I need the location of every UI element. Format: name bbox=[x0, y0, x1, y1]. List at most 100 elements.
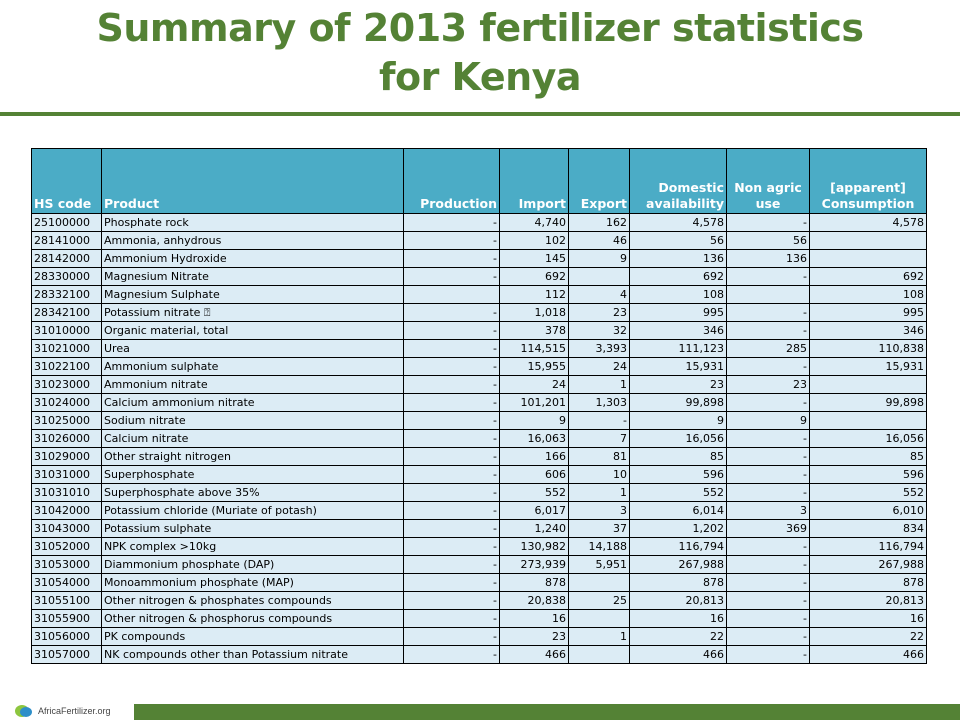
cell-domestic-availability: 596 bbox=[629, 465, 727, 484]
cell-production bbox=[403, 285, 500, 304]
cell-hs-code: 31052000 bbox=[31, 537, 102, 556]
cell-import: 466 bbox=[499, 645, 569, 664]
cell-export: 162 bbox=[568, 213, 630, 232]
cell-hs-code: 31055900 bbox=[31, 609, 102, 628]
cell-import: 16,063 bbox=[499, 429, 569, 448]
cell-domestic-availability: 552 bbox=[629, 483, 727, 502]
cell-hs-code: 31042000 bbox=[31, 501, 102, 520]
cell-production: - bbox=[403, 447, 500, 466]
cell-import: 273,939 bbox=[499, 555, 569, 574]
cell-production: - bbox=[403, 591, 500, 610]
cell-hs-code: 31026000 bbox=[31, 429, 102, 448]
header-product: Product bbox=[101, 148, 404, 214]
cell-domestic-availability: 16,056 bbox=[629, 429, 727, 448]
cell-import: 692 bbox=[499, 267, 569, 286]
cell-consumption: 16,056 bbox=[809, 429, 927, 448]
statistics-table-container: HS code Product Production Import Export… bbox=[31, 148, 927, 664]
table-row: 31026000 Calcium nitrate -16,063 7 16,056-16… bbox=[31, 429, 927, 448]
table-row: 31055100 Other nitrogen & phosphates comp… bbox=[31, 591, 927, 610]
cell-non-agric-use: - bbox=[726, 429, 810, 448]
cell-production: - bbox=[403, 321, 500, 340]
cell-non-agric-use bbox=[726, 285, 810, 304]
cell-hs-code: 31023000 bbox=[31, 375, 102, 394]
cell-product: NK compounds other than Potassium nitrat… bbox=[101, 645, 404, 664]
cell-export: 24 bbox=[568, 357, 630, 376]
title-line-1: Summary of 2013 fertilizer statistics bbox=[96, 6, 864, 50]
cell-export: 1 bbox=[568, 483, 630, 502]
cell-consumption: 878 bbox=[809, 573, 927, 592]
cell-hs-code: 28142000 bbox=[31, 249, 102, 268]
cell-export bbox=[568, 609, 630, 628]
cell-export: 14,188 bbox=[568, 537, 630, 556]
cell-consumption bbox=[809, 231, 927, 250]
table-row: 31053000 Diammonium phosphate (DAP) -273,9… bbox=[31, 555, 927, 574]
cell-production: - bbox=[403, 645, 500, 664]
cell-domestic-availability: 267,988 bbox=[629, 555, 727, 574]
cell-consumption: 466 bbox=[809, 645, 927, 664]
cell-non-agric-use: - bbox=[726, 393, 810, 412]
logo-text: AfricaFertilizer.org bbox=[38, 706, 111, 716]
cell-consumption: 995 bbox=[809, 303, 927, 322]
cell-non-agric-use: - bbox=[726, 591, 810, 610]
cell-production: - bbox=[403, 267, 500, 286]
cell-product: Other nitrogen & phosphorus compounds bbox=[101, 609, 404, 628]
table-body: 25100000 Phosphate rock -4,740 162 4,578-4,5… bbox=[31, 213, 927, 664]
cell-non-agric-use: - bbox=[726, 321, 810, 340]
cell-export: 5,951 bbox=[568, 555, 630, 574]
cell-production: - bbox=[403, 375, 500, 394]
cell-product: Ammonium sulphate bbox=[101, 357, 404, 376]
cell-non-agric-use: - bbox=[726, 267, 810, 286]
cell-export: 3,393 bbox=[568, 339, 630, 358]
cell-hs-code: 31024000 bbox=[31, 393, 102, 412]
table-row: 31010000 Organic material, total -378 32 346… bbox=[31, 321, 927, 340]
table-row: 31052000 NPK complex >10kg -130,982 14,188 1… bbox=[31, 537, 927, 556]
cell-non-agric-use: 136 bbox=[726, 249, 810, 268]
cell-hs-code: 25100000 bbox=[31, 213, 102, 232]
cell-production: - bbox=[403, 429, 500, 448]
cell-consumption: 15,931 bbox=[809, 357, 927, 376]
cell-import: 166 bbox=[499, 447, 569, 466]
cell-domestic-availability: 4,578 bbox=[629, 213, 727, 232]
header-export: Export bbox=[568, 148, 630, 214]
cell-non-agric-use: - bbox=[726, 357, 810, 376]
cell-hs-code: 31043000 bbox=[31, 519, 102, 538]
cell-import: 24 bbox=[499, 375, 569, 394]
cell-domestic-availability: 22 bbox=[629, 627, 727, 646]
cell-import: 378 bbox=[499, 321, 569, 340]
table-row: 31023000 Ammonium nitrate -24 1 23 23 bbox=[31, 375, 927, 394]
cell-export: - bbox=[568, 411, 630, 430]
cell-consumption: 20,813 bbox=[809, 591, 927, 610]
cell-product: Magnesium Sulphate bbox=[101, 285, 404, 304]
cell-product: Ammonium nitrate bbox=[101, 375, 404, 394]
cell-import: 6,017 bbox=[499, 501, 569, 520]
cell-product: Monoammonium phosphate (MAP) bbox=[101, 573, 404, 592]
cell-import: 552 bbox=[499, 483, 569, 502]
cell-consumption bbox=[809, 411, 927, 430]
cell-import: 1,018 bbox=[499, 303, 569, 322]
cell-domestic-availability: 878 bbox=[629, 573, 727, 592]
cell-product: Other nitrogen & phosphates compounds bbox=[101, 591, 404, 610]
cell-import: 102 bbox=[499, 231, 569, 250]
cell-consumption: 552 bbox=[809, 483, 927, 502]
cell-non-agric-use: - bbox=[726, 483, 810, 502]
table-row: 31021000 Urea -114,515 3,393 111,123 285 110,8… bbox=[31, 339, 927, 358]
cell-non-agric-use: - bbox=[726, 627, 810, 646]
cell-hs-code: 31055100 bbox=[31, 591, 102, 610]
cell-production: - bbox=[403, 393, 500, 412]
cell-non-agric-use: 23 bbox=[726, 375, 810, 394]
cell-non-agric-use: - bbox=[726, 465, 810, 484]
cell-production: - bbox=[403, 465, 500, 484]
cell-product: Phosphate rock bbox=[101, 213, 404, 232]
cell-domestic-availability: 111,123 bbox=[629, 339, 727, 358]
cell-consumption bbox=[809, 249, 927, 268]
cell-import: 112 bbox=[499, 285, 569, 304]
cell-export: 81 bbox=[568, 447, 630, 466]
page-title: Summary of 2013 fertilizer statistics fo… bbox=[0, 4, 960, 102]
cell-domestic-availability: 108 bbox=[629, 285, 727, 304]
cell-consumption: 108 bbox=[809, 285, 927, 304]
cell-consumption: 596 bbox=[809, 465, 927, 484]
cell-production: - bbox=[403, 627, 500, 646]
table-row: 31024000 Calcium ammonium nitrate -101,201… bbox=[31, 393, 927, 412]
cell-consumption: 22 bbox=[809, 627, 927, 646]
header-import: Import bbox=[499, 148, 569, 214]
